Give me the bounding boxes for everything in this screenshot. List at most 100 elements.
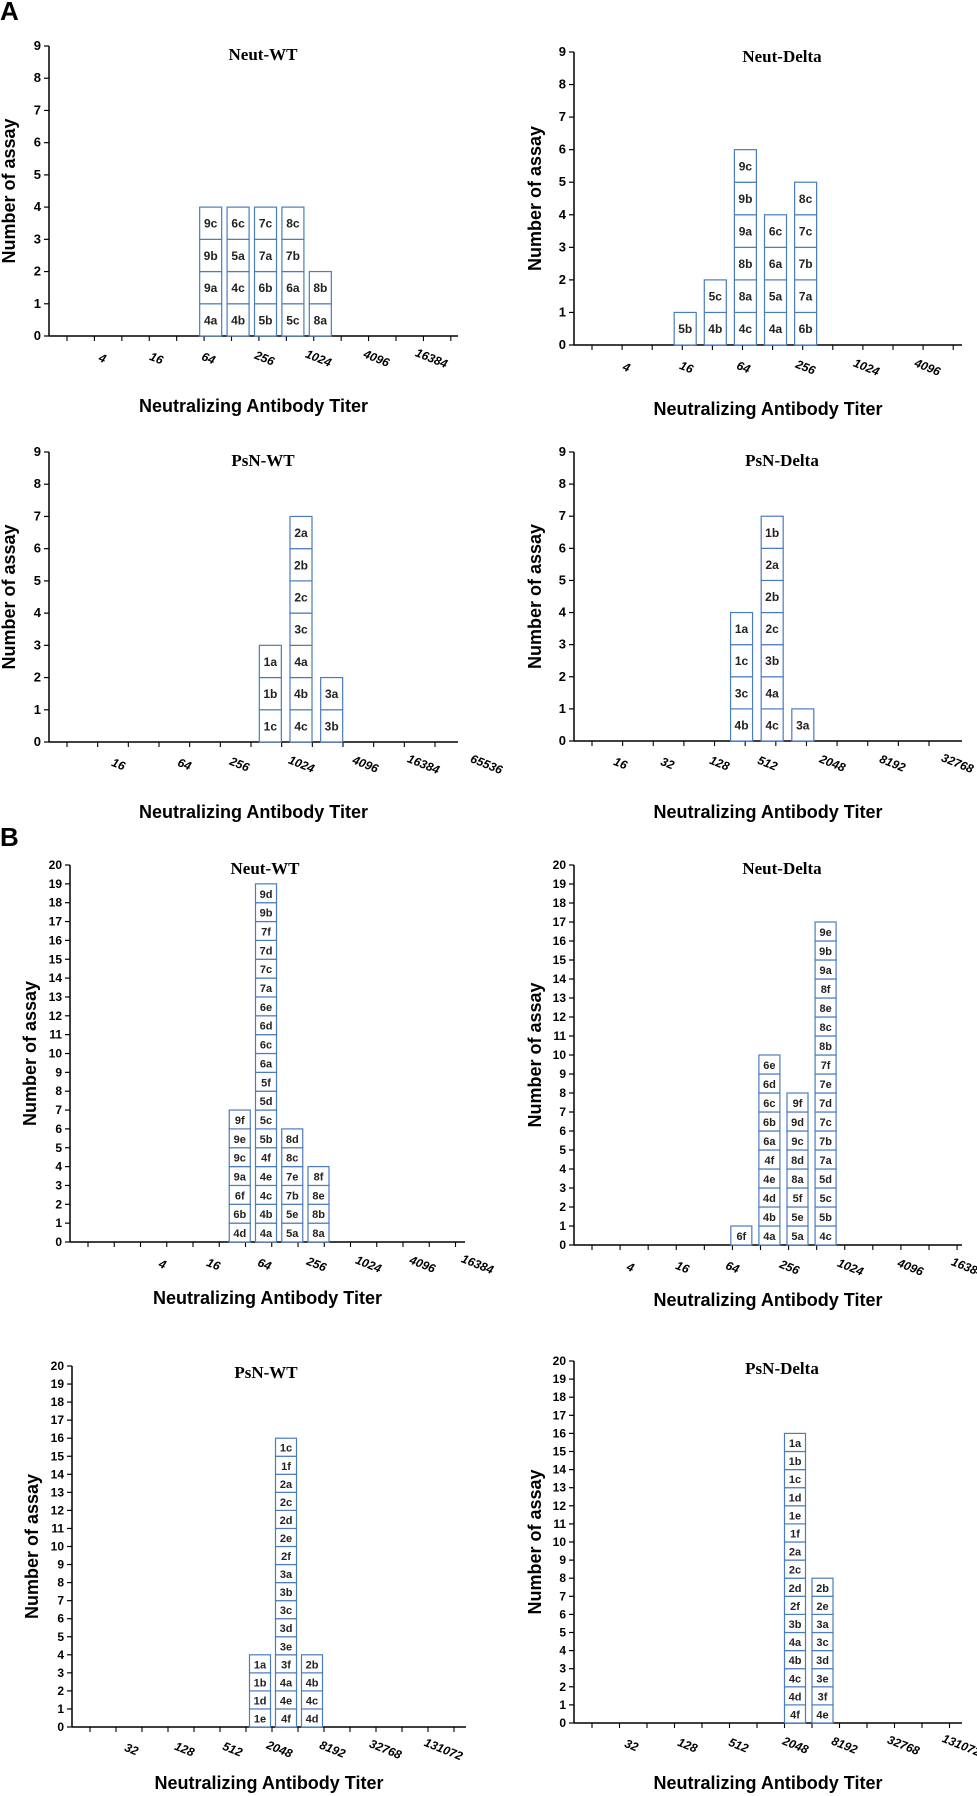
sample-label: 2b: [294, 558, 308, 572]
sample-box: [307, 1165, 330, 1187]
y-tick-label: 5: [55, 1141, 62, 1155]
chart-2: 0 1 2 3 4 5 6 7 8 9 4 16 64 256 1024 4096 5b 4b 5c 4c 8a 8b 9a…: [525, 44, 962, 419]
y-tick-label: 7: [34, 508, 41, 523]
x-tick-label: 4096: [895, 1255, 926, 1278]
sample-label: 7f: [261, 926, 271, 938]
x-tick-label: 16384: [949, 1255, 977, 1281]
sample-label: 3e: [816, 1673, 828, 1685]
sample-box: [281, 206, 305, 240]
sample-label: 4f: [261, 1153, 271, 1165]
sample-label: 2b: [306, 1659, 319, 1671]
sample-label: 7e: [819, 1079, 831, 1091]
y-tick-label: 18: [553, 896, 567, 910]
y-tick-label: 13: [553, 991, 567, 1005]
sample-label: 1f: [790, 1528, 800, 1540]
sample-label: 9b: [260, 908, 273, 920]
x-tick-label: 2048: [817, 751, 848, 774]
y-tick-label: 12: [49, 1009, 63, 1023]
x-tick-label: 4: [96, 350, 109, 366]
sample-label: 8e: [819, 1003, 831, 1015]
sample-label: 7c: [260, 964, 272, 976]
sample-label: 4b: [708, 322, 722, 336]
sample-label: 4c: [260, 1190, 272, 1202]
sample-label: 9c: [739, 159, 753, 173]
y-tick-label: 3: [57, 1666, 64, 1680]
sample-label: 7c: [799, 225, 813, 239]
x-axis-label: Neutralizing Antibody Titer: [153, 1288, 382, 1308]
sample-box: [786, 1092, 809, 1113]
sample-label: 2d: [280, 1515, 293, 1527]
x-tick-label: 1024: [851, 356, 881, 379]
y-tick-label: 4: [559, 1162, 566, 1176]
x-tick-label: 32: [623, 1736, 641, 1754]
sample-label: 5f: [793, 1193, 803, 1205]
chart-title: PsN-Delta: [745, 451, 819, 470]
y-tick-label: 2: [559, 1680, 566, 1694]
y-tick-label: 0: [57, 1720, 64, 1734]
sample-label: 2b: [816, 1583, 829, 1595]
sample-box: [274, 1437, 298, 1457]
sample-label: 5e: [791, 1212, 803, 1224]
y-tick-label: 4: [559, 207, 567, 222]
sample-label: 4b: [735, 718, 749, 732]
y-tick-label: 2: [55, 1197, 62, 1211]
y-tick-label: 1: [559, 701, 566, 716]
y-tick-label: 8: [559, 77, 566, 92]
y-tick-label: 16: [553, 934, 567, 948]
y-tick-label: 1: [34, 296, 41, 311]
y-tick-label: 16: [49, 933, 63, 947]
sample-label: 4e: [816, 1709, 828, 1721]
y-tick-label: 14: [49, 971, 63, 985]
chart-4: 0 1 2 3 4 5 6 7 8 9 16 32 128 512 2048 8192 32768 4b 3c 1c 1…: [525, 444, 976, 822]
y-tick-label: 17: [49, 915, 63, 929]
sample-label: 2b: [765, 590, 779, 604]
y-tick-label: 1: [559, 304, 566, 319]
x-tick-label: 1024: [303, 347, 333, 370]
y-tick-label: 3: [55, 1178, 62, 1192]
x-axis-label: Neutralizing Antibody Titer: [653, 1290, 882, 1310]
sample-label: 6c: [231, 217, 245, 231]
sample-label: 7a: [819, 1155, 832, 1167]
y-tick-label: 8: [559, 1086, 566, 1100]
sample-label: 8a: [312, 1228, 325, 1240]
sample-label: 5c: [709, 290, 723, 304]
sample-label: 7b: [286, 249, 300, 263]
sample-label: 1e: [789, 1510, 801, 1522]
y-tick-label: 16: [51, 1431, 65, 1445]
sample-label: 4a: [260, 1228, 273, 1240]
sample-label: 8c: [819, 1022, 831, 1034]
sample-label: 7a: [799, 290, 813, 304]
y-tick-label: 4: [55, 1160, 62, 1174]
sample-label: 6b: [799, 322, 813, 336]
y-tick-label: 0: [34, 328, 41, 343]
y-tick-label: 19: [553, 1372, 567, 1386]
y-tick-label: 4: [34, 605, 42, 620]
y-tick-label: 3: [34, 637, 41, 652]
x-tick-label: 64: [724, 1258, 742, 1276]
sample-box: [281, 1128, 304, 1149]
y-tick-label: 6: [57, 1612, 64, 1626]
y-tick-label: 11: [51, 1521, 64, 1535]
sample-label: 5a: [791, 1231, 804, 1243]
sample-box: [729, 611, 754, 646]
x-axis-label: Neutralizing Antibody Titer: [653, 1773, 882, 1793]
sample-label: 9f: [235, 1115, 245, 1127]
y-tick-label: 11: [553, 1029, 566, 1043]
x-tick-label: 16384: [413, 346, 449, 372]
sample-label: 1d: [789, 1492, 802, 1504]
x-tick-label: 4096: [350, 752, 381, 775]
sample-label: 9d: [260, 889, 273, 901]
y-tick-label: 1: [559, 1698, 566, 1712]
y-tick-label: 10: [51, 1540, 65, 1554]
sample-label: 5b: [678, 322, 692, 336]
sample-label: 6b: [258, 281, 272, 295]
panel-label-b: B: [0, 822, 19, 852]
sample-label: 9a: [739, 225, 753, 239]
y-tick-label: 3: [559, 239, 566, 254]
sample-label: 7a: [259, 249, 273, 263]
sample-label: 8e: [312, 1190, 324, 1202]
sample-label: 3c: [280, 1605, 292, 1617]
sample-label: 6c: [763, 1098, 775, 1110]
